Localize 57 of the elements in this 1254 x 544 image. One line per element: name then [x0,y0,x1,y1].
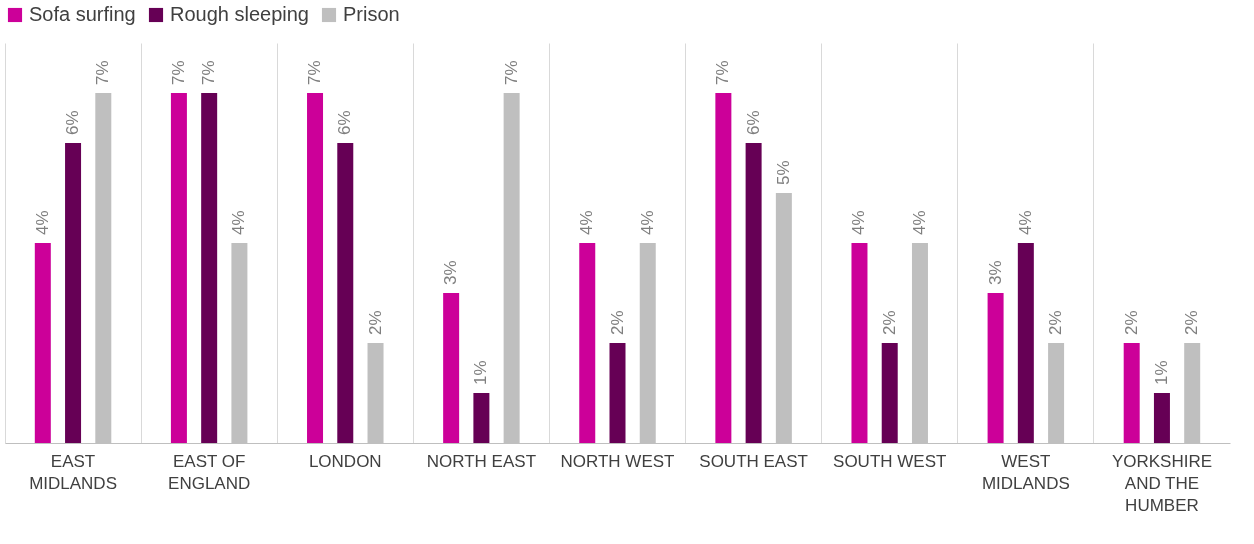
data-label: 1% [471,360,491,385]
bar [851,243,868,443]
bar [337,143,354,443]
data-label: 7% [305,60,325,85]
data-label: 5% [773,160,793,185]
data-label: 2% [1182,310,1202,335]
x-tick-label: LONDON [308,451,382,471]
bar [1123,343,1140,443]
data-label: 4% [32,210,52,235]
bar [1153,393,1170,443]
x-tick-label: WEST MIDLANDS [981,451,1070,493]
data-label: 4% [577,210,597,235]
data-label: 7% [168,60,188,85]
data-label: 4% [229,210,249,235]
x-tick-label: YORKSHIRE AND THE HUMBER [1111,451,1213,515]
legend-label: Sofa surfing [29,3,136,25]
data-label: 6% [743,110,763,135]
data-label: 3% [441,260,461,285]
data-label: 1% [1151,360,1171,385]
bar [34,243,51,443]
data-label: 7% [93,60,113,85]
data-label: 2% [1121,310,1141,335]
data-label: 7% [501,60,521,85]
data-label: 4% [637,210,657,235]
bar [881,343,898,443]
bar [201,93,218,443]
data-label: 6% [63,110,83,135]
data-label: 2% [365,310,385,335]
bar [170,93,187,443]
legend-label: Rough sleeping [170,3,309,25]
bar [579,243,596,443]
x-tick-label: EAST MIDLANDS [29,451,117,493]
data-label: 7% [199,60,219,85]
bar [473,393,490,443]
data-label: 2% [607,310,627,335]
data-label: 3% [985,260,1005,285]
bar [987,293,1004,443]
x-tick-label: SOUTH EAST [699,451,808,471]
data-label: 2% [879,310,899,335]
data-label: 4% [909,210,929,235]
x-tick-label: SOUTH WEST [833,451,947,471]
data-label: 6% [335,110,355,135]
x-tick-label: NORTH WEST [560,451,675,471]
data-label: 4% [849,210,869,235]
bar [1017,243,1034,443]
data-label: 2% [1046,310,1066,335]
bar [745,143,762,443]
legend-label: Prison [343,3,400,25]
bar [65,143,82,443]
data-label: 7% [713,60,733,85]
bar [715,93,732,443]
data-label: 4% [1015,210,1035,235]
bar [609,343,626,443]
x-tick-label: EAST OF ENGLAND [168,451,251,493]
bar [307,93,324,443]
x-tick-label: NORTH EAST [426,451,537,471]
bar [443,293,460,443]
